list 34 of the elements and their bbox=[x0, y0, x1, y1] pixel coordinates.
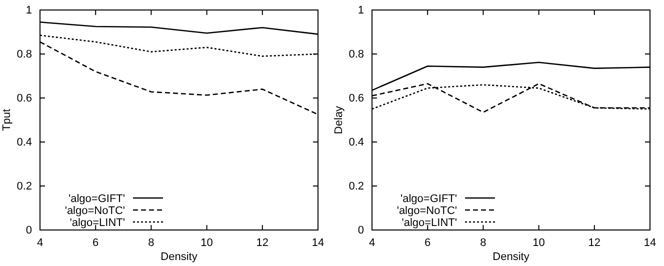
x-tick-label: 6 bbox=[424, 236, 431, 249]
y-axis-title: Delay bbox=[333, 105, 345, 134]
x-tick-label: 4 bbox=[368, 236, 376, 249]
y-tick-label: 0.8 bbox=[16, 48, 32, 61]
legend-label: 'algo=NoTC' bbox=[64, 205, 125, 217]
y-tick-label: 0.2 bbox=[348, 180, 364, 193]
x-axis-title: Density bbox=[492, 251, 530, 263]
y-tick-label: 0 bbox=[358, 224, 364, 237]
x-tick-label: 4 bbox=[36, 236, 44, 249]
x-tick-label: 12 bbox=[588, 236, 601, 249]
y-tick-label: 0.8 bbox=[348, 48, 364, 61]
x-tick-label: 10 bbox=[532, 236, 545, 249]
x-tick-label: 8 bbox=[148, 236, 154, 249]
x-tick-label: 14 bbox=[644, 236, 656, 249]
y-axis-title: Tput bbox=[1, 108, 13, 132]
y-tick-label: 0.6 bbox=[16, 92, 32, 105]
legend-label: 'algo=NoTC' bbox=[396, 205, 457, 217]
y-tick-label: 0.2 bbox=[16, 180, 32, 193]
legend-label: 'algo=LINT' bbox=[402, 217, 457, 229]
x-tick-label: 12 bbox=[256, 236, 269, 249]
legend-label: 'algo=GIFT' bbox=[400, 193, 457, 205]
y-tick-label: 0 bbox=[26, 224, 32, 237]
y-tick-label: 0.4 bbox=[348, 136, 364, 149]
x-tick-label: 10 bbox=[200, 236, 213, 249]
legend-label: 'algo=GIFT' bbox=[68, 193, 125, 205]
x-tick-label: 8 bbox=[480, 236, 486, 249]
x-axis-title: Density bbox=[160, 251, 198, 263]
x-tick-label: 6 bbox=[92, 236, 99, 249]
legend-label: 'algo=LINT' bbox=[70, 217, 125, 229]
y-tick-label: 1 bbox=[26, 4, 32, 17]
y-tick-label: 1 bbox=[358, 4, 364, 17]
y-tick-label: 0.4 bbox=[16, 136, 32, 149]
x-tick-label: 14 bbox=[312, 236, 324, 249]
y-tick-label: 0.6 bbox=[348, 92, 364, 105]
